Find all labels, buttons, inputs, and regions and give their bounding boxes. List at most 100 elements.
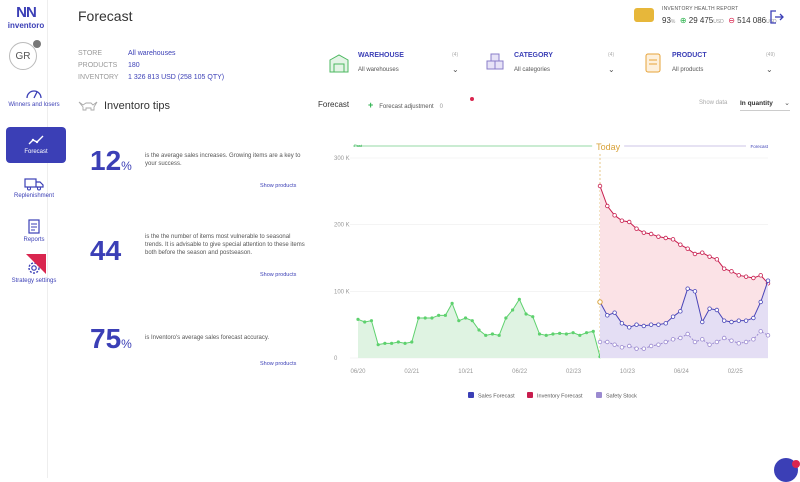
show-products-link[interactable]: Show products [260,361,297,367]
inventory-forecast-point [634,226,639,231]
past-sales-point [551,332,555,336]
y-tick-label: 0 [334,356,338,362]
plus-icon: + [368,100,374,110]
document-icon [28,219,40,234]
sidebar-item-reports[interactable]: Reports [4,219,64,244]
tip-number: 75% [90,323,132,355]
tip-unit: % [121,159,132,173]
product-filter[interactable]: PRODUCT (49) All products ⌄ [642,52,778,82]
forecast-label: Forecast [750,144,768,149]
sales-forecast-point [641,323,647,329]
sidebar-item-label: Reports [23,237,45,243]
safety-stock-point [605,339,610,345]
y-tick-label: 100 K [334,289,350,295]
sales-forecast-point [612,310,617,315]
x-tick-label: 06/24 [674,369,690,375]
inventory-forecast-point [670,237,676,242]
truck-icon [24,178,44,191]
past-sales-point [531,315,535,319]
sidebar-item-label: Winners and losers [8,102,60,108]
inventory-value: 1 326 813 USD (258 105 QTY) [128,74,225,81]
products-value: 180 [128,62,140,69]
forecast-tab[interactable]: Forecast [318,100,350,109]
safety-stock-point [736,341,741,346]
past-sales-point [584,331,589,335]
legend-checkbox [527,392,533,398]
inventory-forecast-point [707,254,712,259]
gear-icon [28,262,40,274]
warehouse-filter[interactable]: WAREHOUSE (4) All warehouses ⌄ [328,52,464,82]
category-filter-count: (4) [608,52,615,58]
today-label: Today [596,142,621,152]
tip-value: 12 [90,145,122,176]
past-sales-point [410,340,414,344]
safety-stock-point [707,342,712,347]
sidebar-item-label: Strategy settings [11,278,57,284]
past-sales-point [383,341,387,345]
past-sales-point [484,333,488,337]
show-data-label: Show data [699,100,728,106]
inventory-forecast-point [663,235,668,241]
sales-forecast-point [700,319,705,325]
category-filter[interactable]: CATEGORY (4) All categories ⌄ [484,52,620,82]
warehouse-filter-count: (4) [452,52,459,58]
sales-forecast-point [605,313,610,318]
sales-forecast-point [678,309,683,314]
inventory-forecast-point [714,257,720,262]
past-sales-point [457,319,461,323]
inventory-forecast-point [648,231,654,237]
past-sales-point [403,341,407,345]
inventory-forecast-point [758,273,763,278]
show-products-link[interactable]: Show products [260,183,297,189]
past-sales-point [497,333,501,337]
health-pct: 93 [662,16,671,25]
sales-forecast-point [634,322,639,327]
safety-stock-point [714,339,720,345]
app-logo[interactable]: NN inventoro [6,4,46,30]
today-sales-marker [597,299,603,305]
inventory-forecast-point [656,234,661,239]
product-tag-icon [645,53,661,73]
adjustment-badge: 0 [439,104,443,110]
past-sales-point [369,319,374,323]
chevron-down-icon: ⌄ [608,65,615,74]
sales-forecast-point [729,319,734,325]
tip-text: is Inventoro's average sales forecast ac… [145,335,270,341]
products-label: PRODUCTS [78,62,118,69]
sales-forecast-point [721,318,727,323]
past-sales-point [477,328,481,332]
sidebar-item-strategy[interactable]: Strategy settings [4,260,64,285]
inventory-label: INVENTORY [78,74,119,81]
forecast-adjustment-button[interactable]: + Forecast adjustment 0 [368,100,443,110]
safety-stock-point [663,339,668,345]
sidebar-item-forecast[interactable]: Forecast [6,127,66,163]
store-value: All warehouses [128,50,176,57]
show-data-select[interactable]: In quantity ⌄ [740,100,790,111]
sidebar: NN inventoro GR Winners and losers Forec… [0,0,66,478]
avatar[interactable]: GR [9,42,37,70]
show-products-link[interactable]: Show products [260,272,297,278]
tips-title: Inventoro tips [104,100,171,112]
logout-icon[interactable] [770,10,784,24]
sidebar-item-winners[interactable]: Winners and losers [4,86,64,109]
legend-label: Safety Stock [606,394,637,400]
sales-forecast-point [736,318,741,323]
past-sales-point [376,343,380,347]
sales-forecast-point [707,306,712,311]
safety-stock-point [619,345,625,350]
past-sales-point [578,333,582,337]
legend-label: Sales Forecast [478,394,515,400]
sidebar-item-replenishment[interactable]: Replenishment [4,177,64,200]
sales-forecast-point [714,307,720,313]
past-sales-point [423,316,427,320]
inventory-forecast-point [736,273,741,278]
safety-stock-point [765,333,771,338]
past-sales-point [396,340,400,344]
inventory-forecast-point [685,246,690,251]
inventory-forecast-point [743,274,749,279]
warehouse-filter-name: WAREHOUSE [358,52,404,59]
product-filter-name: PRODUCT [672,52,707,59]
sales-forecast-point [648,322,654,327]
logo-mark: NN [16,4,37,21]
